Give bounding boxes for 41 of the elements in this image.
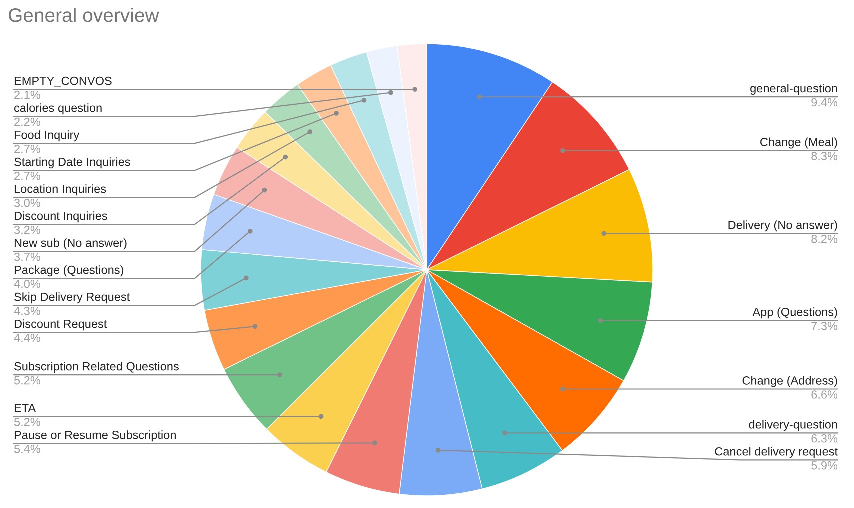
slice-label: Change (Meal) — [760, 138, 838, 149]
slice-label: Discount Inquiries — [14, 212, 108, 223]
data-label: 7.3% — [812, 322, 838, 330]
slice-label: Cancel delivery request — [715, 447, 838, 458]
slice-label: Discount Request — [14, 320, 108, 331]
slice-label: Change (Address) — [742, 376, 838, 388]
data-label: 4.0% — [14, 280, 40, 288]
data-label: 3.2% — [14, 226, 40, 234]
data-label: 5.2% — [14, 418, 40, 426]
slice-label: Location Inquiries — [14, 184, 106, 196]
data-label: 4.4% — [14, 334, 40, 342]
data-label: 2.2% — [14, 118, 40, 126]
data-label: 9.4% — [812, 98, 838, 107]
data-label: 8.3% — [812, 152, 838, 160]
data-label: 6.6% — [812, 390, 838, 399]
slice-label: New sub (No answer) — [14, 238, 127, 250]
data-label: 3.7% — [14, 252, 40, 262]
slice-label: general-question — [750, 84, 838, 96]
slice-label: Pause or Resume Subscription — [14, 430, 176, 442]
data-label: 3.0% — [14, 198, 40, 208]
slice-label: Skip Delivery Request — [14, 292, 130, 304]
slice-label: Package (Questions) — [14, 266, 124, 277]
data-label: 4.3% — [14, 306, 40, 316]
data-label: 5.2% — [14, 376, 40, 385]
slice-label: Subscription Related Questions — [14, 362, 179, 374]
slice-label: EMPTY_CONVOS — [14, 76, 112, 88]
slice-label: Starting Date Inquiries — [14, 158, 130, 169]
chart-title: General overview — [8, 8, 160, 22]
data-label: 6.3% — [812, 434, 838, 443]
slice-label: ETA — [14, 404, 36, 412]
data-label: 8.2% — [812, 234, 838, 244]
data-label: 2.7% — [14, 172, 40, 180]
data-label: 2.7% — [14, 144, 40, 154]
data-label: 5.4% — [14, 445, 40, 454]
slice-label: calories question — [14, 104, 102, 115]
data-label: 2.1% — [14, 90, 40, 100]
slice-label: delivery-question — [749, 420, 838, 432]
slice-label: App (Questions) — [752, 308, 838, 319]
data-label: 5.9% — [812, 461, 838, 470]
slice-label: Food Inquiry — [14, 130, 80, 142]
slice-label: Delivery (No answer) — [728, 220, 838, 232]
